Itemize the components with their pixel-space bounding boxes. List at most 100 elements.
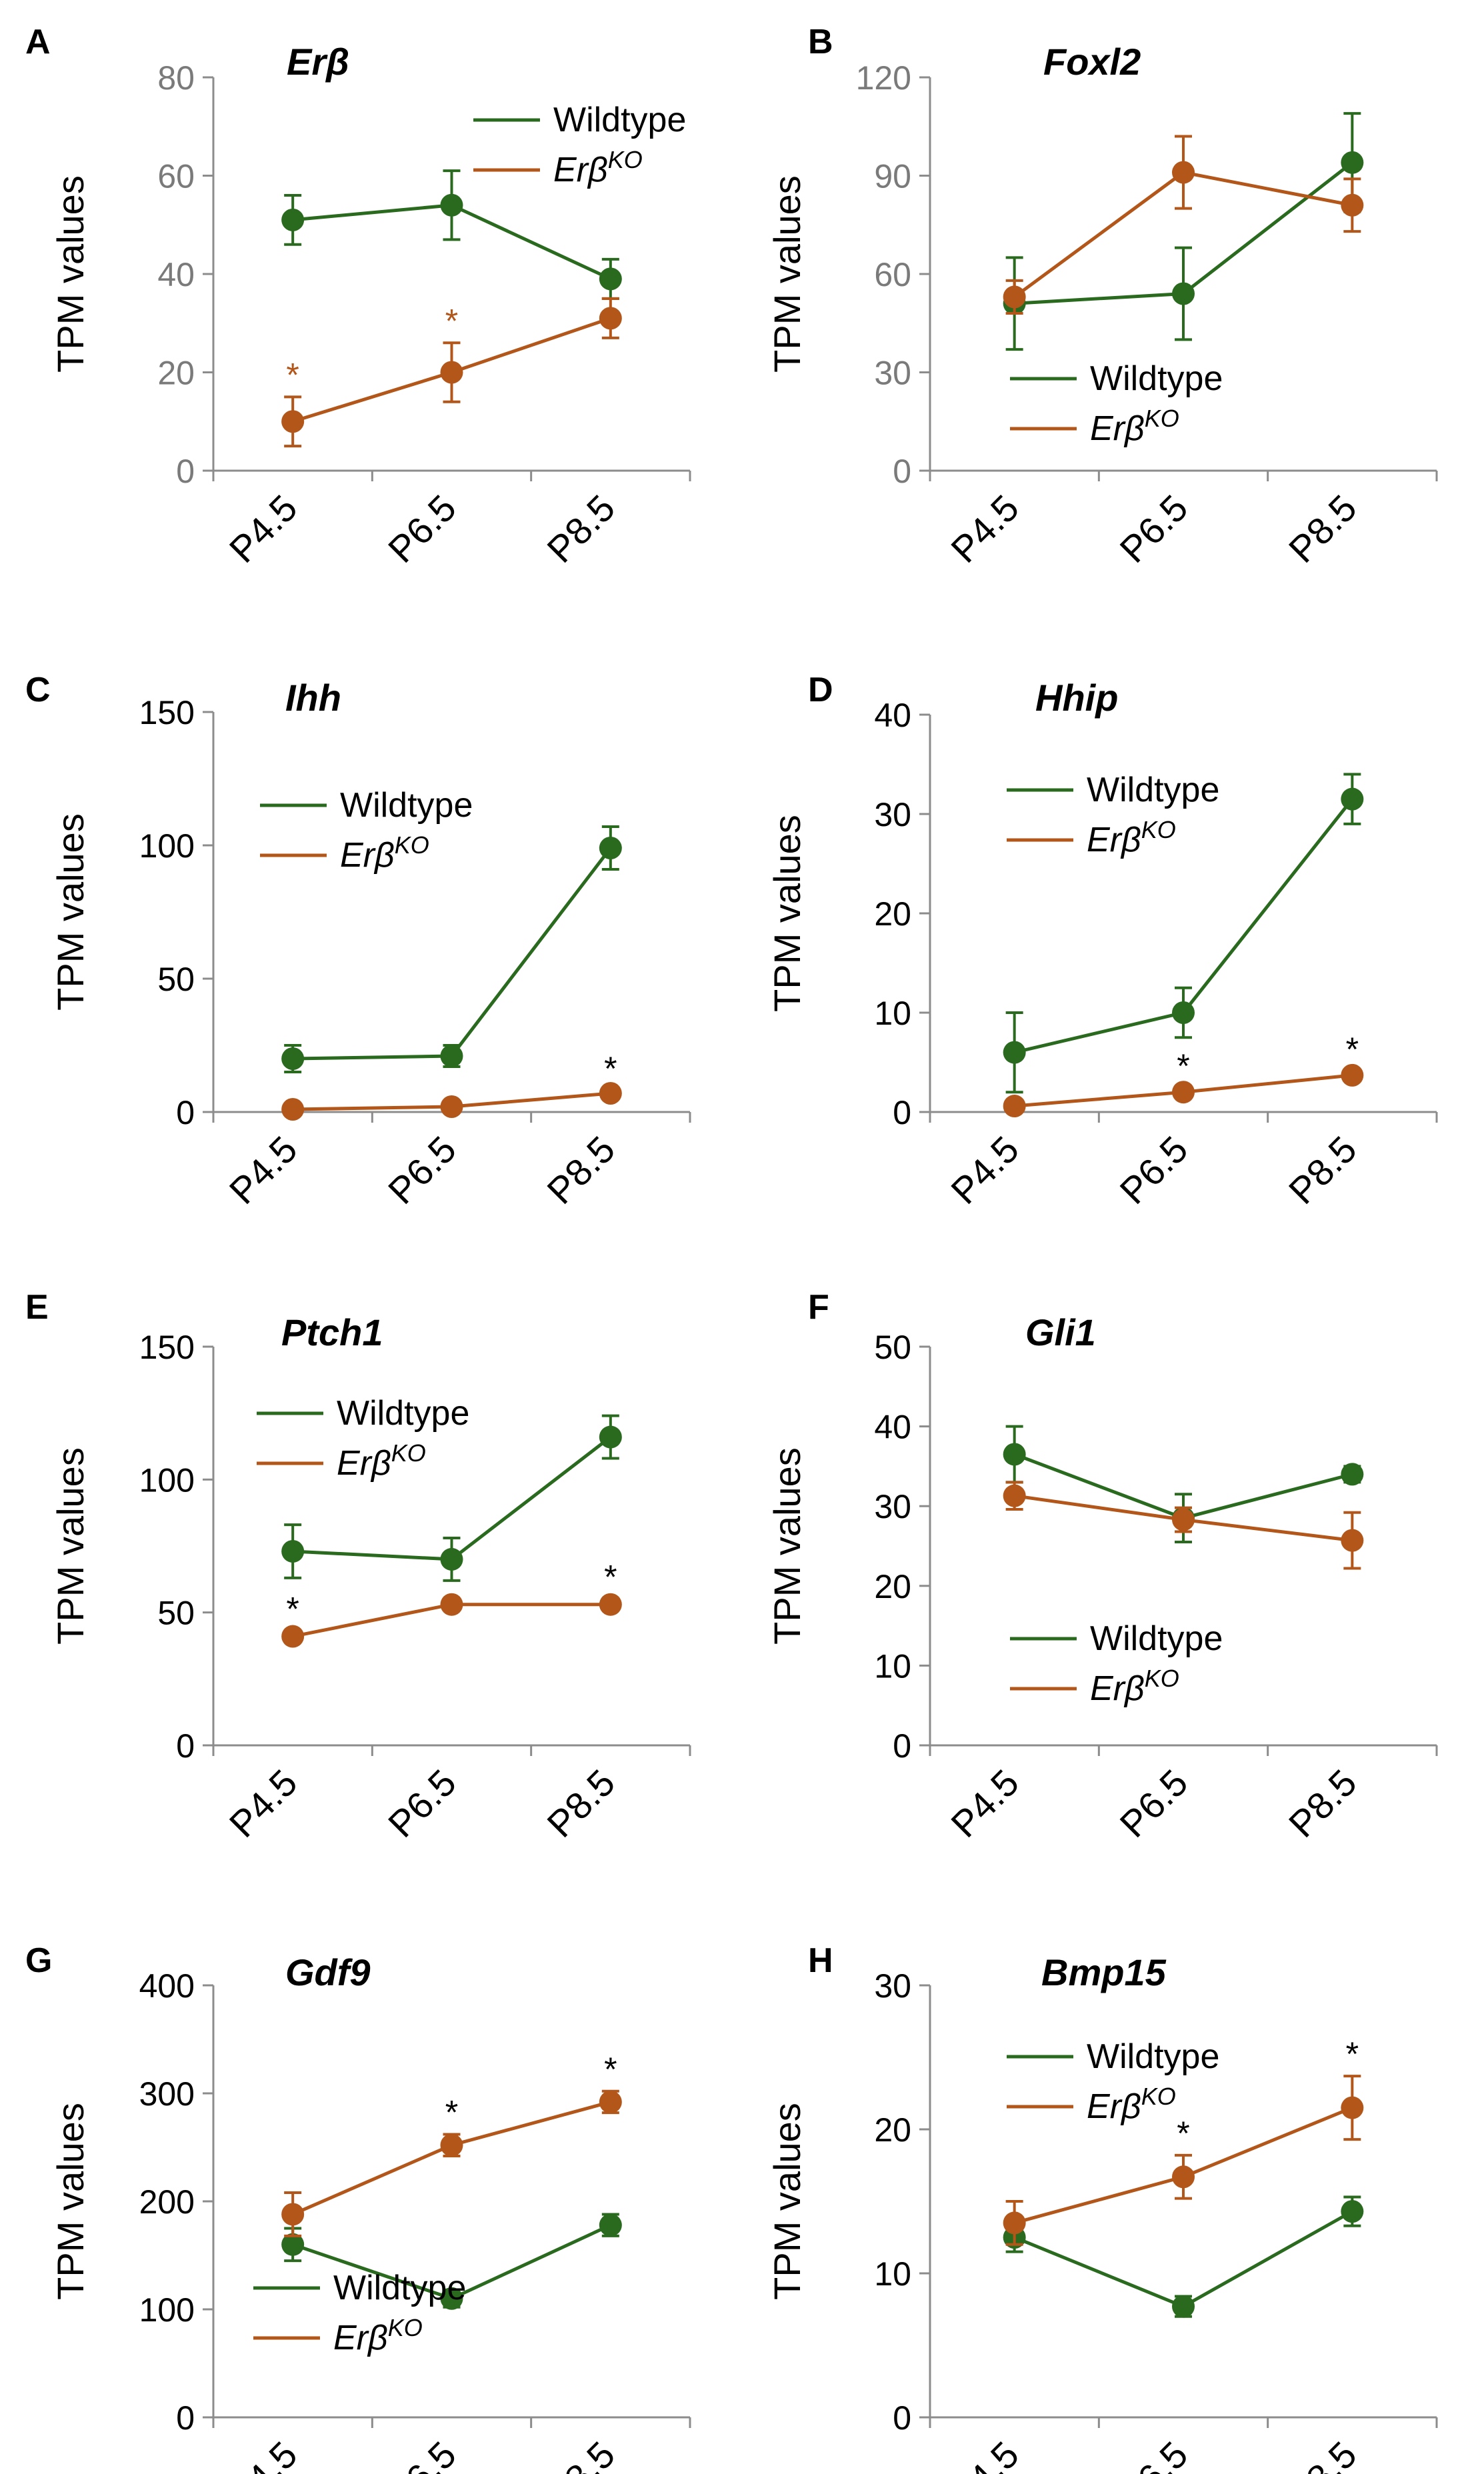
legend-label-ko: ErβKO	[1087, 816, 1176, 860]
chart-title: Bmp15	[1041, 1951, 1167, 1993]
y-axis-label: TPM values	[766, 2103, 808, 2300]
data-point	[1172, 2295, 1195, 2318]
chart-title: Gli1	[1025, 1311, 1096, 1353]
chart-title: Ptch1	[281, 1311, 383, 1353]
significance-star: *	[1346, 1031, 1359, 1068]
data-point	[440, 1095, 463, 1118]
data-point	[599, 2213, 622, 2237]
legend: Wildtype ErβKO	[260, 786, 473, 875]
legend-label-wildtype: Wildtype	[1087, 2037, 1219, 2076]
legend: Wildtype ErβKO	[1007, 771, 1219, 859]
y-tick-label: 0	[893, 1094, 911, 1131]
legend-label-wildtype: Wildtype	[553, 101, 686, 139]
data-point	[281, 1098, 305, 1121]
y-tick-label: 40	[874, 1409, 911, 1446]
data-point	[599, 1425, 622, 1449]
y-tick-label: 0	[893, 1727, 911, 1765]
panel-letter: G	[25, 1941, 52, 1980]
significance-star: *	[1346, 2035, 1359, 2073]
panel-letter: F	[808, 1288, 829, 1327]
data-point	[1341, 151, 1364, 174]
series-ko: **	[1003, 2035, 1364, 2246]
data-point	[281, 410, 305, 433]
chart-title: Foxl2	[1043, 41, 1141, 83]
x-tick-label: P4.5	[221, 1761, 305, 1845]
legend-label-wildtype: Wildtype	[1090, 1619, 1223, 1658]
x-tick-label: P8.5	[1281, 1128, 1365, 1212]
y-tick-label: 20	[157, 355, 195, 392]
series-ko	[1003, 1481, 1364, 1570]
series-line	[293, 847, 612, 1061]
y-axis-label: TPM values	[49, 2103, 91, 2300]
data-point	[599, 2090, 622, 2113]
legend-label-ko: ErβKO	[337, 1439, 426, 1483]
y-tick-label: 0	[176, 2399, 195, 2437]
legend-label-ko: ErβKO	[553, 146, 643, 190]
x-tick-label: P8.5	[1281, 1761, 1365, 1845]
data-point	[440, 2287, 463, 2310]
significance-star: *	[286, 356, 299, 393]
data-point	[1003, 1095, 1026, 1118]
series-ko: **	[281, 2051, 622, 2237]
legend: Wildtype ErβKO	[473, 101, 686, 189]
y-tick-label: 30	[874, 1488, 911, 1525]
data-point	[599, 267, 622, 291]
data-point	[440, 2133, 463, 2157]
y-tick-label: 30	[874, 355, 911, 392]
x-tick-label: P6.5	[380, 1128, 464, 1212]
x-tick-label: P6.5	[380, 1761, 464, 1845]
data-point	[1341, 787, 1364, 811]
chart-title: Ihh	[285, 677, 341, 719]
y-tick-label: 150	[139, 694, 195, 731]
y-tick-label: 100	[139, 2291, 195, 2329]
y-tick-label: 10	[874, 2255, 911, 2293]
x-tick-label: P4.5	[221, 1128, 305, 1212]
series-wildtype	[281, 2213, 622, 2310]
x-tick-label: P6.5	[1111, 1761, 1195, 1845]
data-point	[599, 1593, 622, 1616]
data-point	[281, 2233, 305, 2256]
data-point	[440, 1593, 463, 1616]
data-point	[599, 307, 622, 330]
data-point	[440, 361, 463, 384]
legend-label-wildtype: Wildtype	[1090, 359, 1223, 398]
series-wildtype	[1003, 773, 1364, 1094]
data-point	[1172, 161, 1195, 184]
y-tick-label: 120	[856, 59, 911, 97]
legend-label-wildtype: Wildtype	[337, 1394, 469, 1433]
legend-label-ko: ErβKO	[340, 831, 429, 875]
y-tick-label: 0	[176, 1727, 195, 1765]
x-tick-label: P4.5	[943, 2433, 1027, 2474]
data-point	[1341, 2200, 1364, 2223]
x-tick-label: P8.5	[1281, 487, 1365, 571]
y-tick-label: 0	[893, 2399, 911, 2437]
legend-label-wildtype: Wildtype	[1087, 771, 1219, 809]
data-point	[1172, 1508, 1195, 1531]
panel-c: C Ihh 0 50 100 150 P4.5 P6.5 P8.5 TPM values * Wild…	[25, 671, 691, 1212]
data-point	[281, 1625, 305, 1648]
x-tick-label: P8.5	[1281, 2433, 1365, 2474]
y-tick-label: 20	[874, 1568, 911, 1605]
series-ko: **	[1003, 1031, 1364, 1118]
series-wildtype	[281, 825, 622, 1073]
legend-label-ko: ErβKO	[1087, 2083, 1176, 2127]
series-wildtype	[1003, 2195, 1364, 2318]
data-point	[281, 2203, 305, 2226]
significance-star: *	[1177, 2115, 1189, 2152]
data-point	[1172, 1081, 1195, 1104]
y-axis-label: TPM values	[766, 1447, 808, 1645]
x-tick-label: P8.5	[539, 2433, 623, 2474]
data-point	[1172, 2165, 1195, 2189]
y-axis-label: TPM values	[49, 1447, 91, 1645]
series-wildtype	[1003, 112, 1364, 351]
y-tick-label: 50	[874, 1329, 911, 1366]
data-point	[440, 193, 463, 217]
panel-letter: A	[25, 23, 51, 61]
legend: Wildtype ErβKO	[253, 2269, 466, 2357]
legend: Wildtype ErβKO	[1010, 1619, 1223, 1708]
series-wildtype	[281, 169, 622, 300]
panel-g: G Gdf9 0 100 200 300 400 P4.5 P6.5 P8.5 TPM values…	[25, 1941, 691, 2474]
